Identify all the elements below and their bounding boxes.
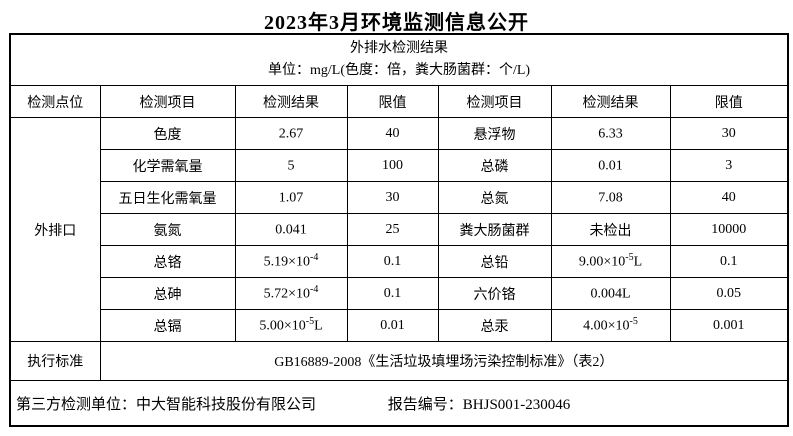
header-cell-limit-2: 限值	[669, 85, 789, 118]
result-cell: 0.004L	[550, 277, 671, 310]
result-value: 2.67	[278, 126, 304, 142]
result-cell: 0.041	[234, 213, 348, 246]
result-cell: 2.67	[234, 117, 348, 150]
limit-cell: 0.1	[669, 245, 789, 278]
header-cell-item-2: 检测项目	[437, 85, 552, 118]
item-cell: 六价铬	[437, 277, 552, 310]
limit-cell: 10000	[669, 213, 789, 246]
table-row: 氨氮 0.041 25 粪大肠菌群 未检出 10000	[10, 213, 789, 246]
limit-cell: 0.001	[669, 309, 789, 342]
table-row: 总镉 5.00×10-5L 0.01 总汞 4.00×10-5 0.001	[10, 309, 789, 342]
result-cell: 5.00×10-5L	[234, 309, 348, 342]
monitoring-results-table: 外排水检测结果 单位：mg/L(色度：倍，粪大肠菌群：个/L) 检测点位 检测项…	[9, 33, 790, 427]
result-cell: 7.08	[550, 181, 671, 214]
table-row: 化学需氧量 5 100 总磷 0.01 3	[10, 149, 789, 182]
result-cell: 5	[234, 149, 348, 182]
limit-cell: 30	[669, 117, 789, 150]
result-value: 5.00×10	[259, 318, 306, 334]
item-cell: 总铅	[437, 245, 552, 278]
limit-cell: 30	[346, 181, 439, 214]
header-cell-result-2: 检测结果	[550, 85, 671, 118]
result-cell: 1.07	[234, 181, 348, 214]
limit-cell: 25	[346, 213, 439, 246]
table-title: 外排水检测结果	[350, 41, 449, 56]
standard-label-cell: 执行标准	[9, 341, 101, 381]
result-value: 5	[287, 158, 295, 174]
limit-cell: 0.1	[346, 277, 439, 310]
item-cell: 氨氮	[99, 213, 236, 246]
result-value: 0.01	[598, 158, 623, 174]
result-cell: 4.00×10-5	[550, 309, 671, 342]
result-value: 7.08	[598, 190, 623, 206]
table-title-cell: 外排水检测结果 单位：mg/L(色度：倍，粪大肠菌群：个/L)	[9, 33, 789, 86]
result-value: 4.00×10	[583, 318, 630, 334]
result-value: 6.33	[598, 126, 623, 142]
item-cell: 化学需氧量	[99, 149, 236, 182]
footer-cell: 第三方检测单位：中大智能科技股份有限公司 报告编号：BHJS001-230046	[9, 380, 789, 427]
report-number: 报告编号：BHJS001-230046	[387, 396, 571, 413]
result-exponent: -4	[310, 284, 319, 296]
result-value: 未检出	[589, 223, 632, 239]
limit-cell: 0.01	[346, 309, 439, 342]
result-exponent: -5	[629, 316, 638, 328]
result-value: 0.004L	[590, 286, 631, 302]
item-cell: 总铬	[99, 245, 236, 278]
header-cell-site: 检测点位	[9, 85, 101, 118]
table-row: 总铬 5.19×10-4 0.1 总铅 9.00×10-5L 0.1	[10, 245, 789, 278]
standard-value-cell: GB16889-2008《生活垃圾填埋场污染控制标准》（表2）	[99, 341, 789, 381]
item-cell: 五日生化需氧量	[99, 181, 236, 214]
limit-cell: 40	[669, 181, 789, 214]
limit-cell: 0.1	[346, 245, 439, 278]
header-cell-item-1: 检测项目	[99, 85, 236, 118]
result-value: 1.07	[278, 190, 304, 206]
result-cell: 5.19×10-4	[234, 245, 348, 278]
result-cell: 未检出	[550, 213, 671, 246]
result-suffix: L	[633, 254, 643, 270]
table-row: 外排口 色度 2.67 40 悬浮物 6.33 30	[9, 117, 789, 342]
third-party-agency: 第三方检测单位：中大智能科技股份有限公司	[16, 396, 317, 413]
item-cell: 总砷	[99, 277, 236, 310]
result-value: 9.00×10	[578, 254, 626, 270]
result-cell: 6.33	[550, 117, 671, 150]
limit-cell: 3	[669, 149, 789, 182]
table-row: 五日生化需氧量 1.07 30 总氮 7.08 40	[10, 181, 789, 214]
item-cell: 粪大肠菌群	[437, 213, 552, 246]
result-suffix: L	[314, 318, 323, 334]
limit-cell: 100	[346, 149, 439, 182]
header-cell-limit-1: 限值	[346, 85, 439, 118]
result-cell: 0.01	[550, 149, 671, 182]
item-cell: 色度	[99, 117, 236, 150]
result-cell: 5.72×10-4	[234, 277, 348, 310]
table-header-row: 检测点位 检测项目 检测结果 限值 检测项目 检测结果 限值	[9, 85, 789, 118]
limit-cell: 0.05	[669, 277, 789, 310]
item-cell: 悬浮物	[437, 117, 552, 150]
standard-row: 执行标准 GB16889-2008《生活垃圾填埋场污染控制标准》（表2）	[9, 341, 789, 381]
result-cell: 9.00×10-5L	[550, 245, 671, 278]
site-cell: 外排口	[9, 117, 101, 342]
unit-note: 单位：mg/L(色度：倍，粪大肠菌群：个/L)	[267, 63, 531, 78]
item-cell: 总氮	[437, 181, 552, 214]
table-title-row: 外排水检测结果 单位：mg/L(色度：倍，粪大肠菌群：个/L)	[9, 33, 789, 86]
page-title: 2023年3月环境监测信息公开	[264, 12, 529, 34]
result-value: 5.72×10	[263, 286, 311, 302]
result-exponent: -5	[305, 316, 315, 328]
footer-row: 第三方检测单位：中大智能科技股份有限公司 报告编号：BHJS001-230046	[9, 380, 789, 427]
result-exponent: -4	[310, 252, 319, 264]
item-cell: 总镉	[99, 309, 236, 342]
item-cell: 总磷	[437, 149, 552, 182]
table-row: 总砷 5.72×10-4 0.1 六价铬 0.004L 0.05	[10, 277, 789, 310]
result-value: 0.041	[275, 222, 307, 238]
result-value: 5.19×10	[263, 254, 311, 270]
item-cell: 总汞	[437, 309, 552, 342]
result-exponent: -5	[625, 252, 634, 264]
limit-cell: 40	[346, 117, 439, 150]
header-cell-result-1: 检测结果	[234, 85, 348, 118]
